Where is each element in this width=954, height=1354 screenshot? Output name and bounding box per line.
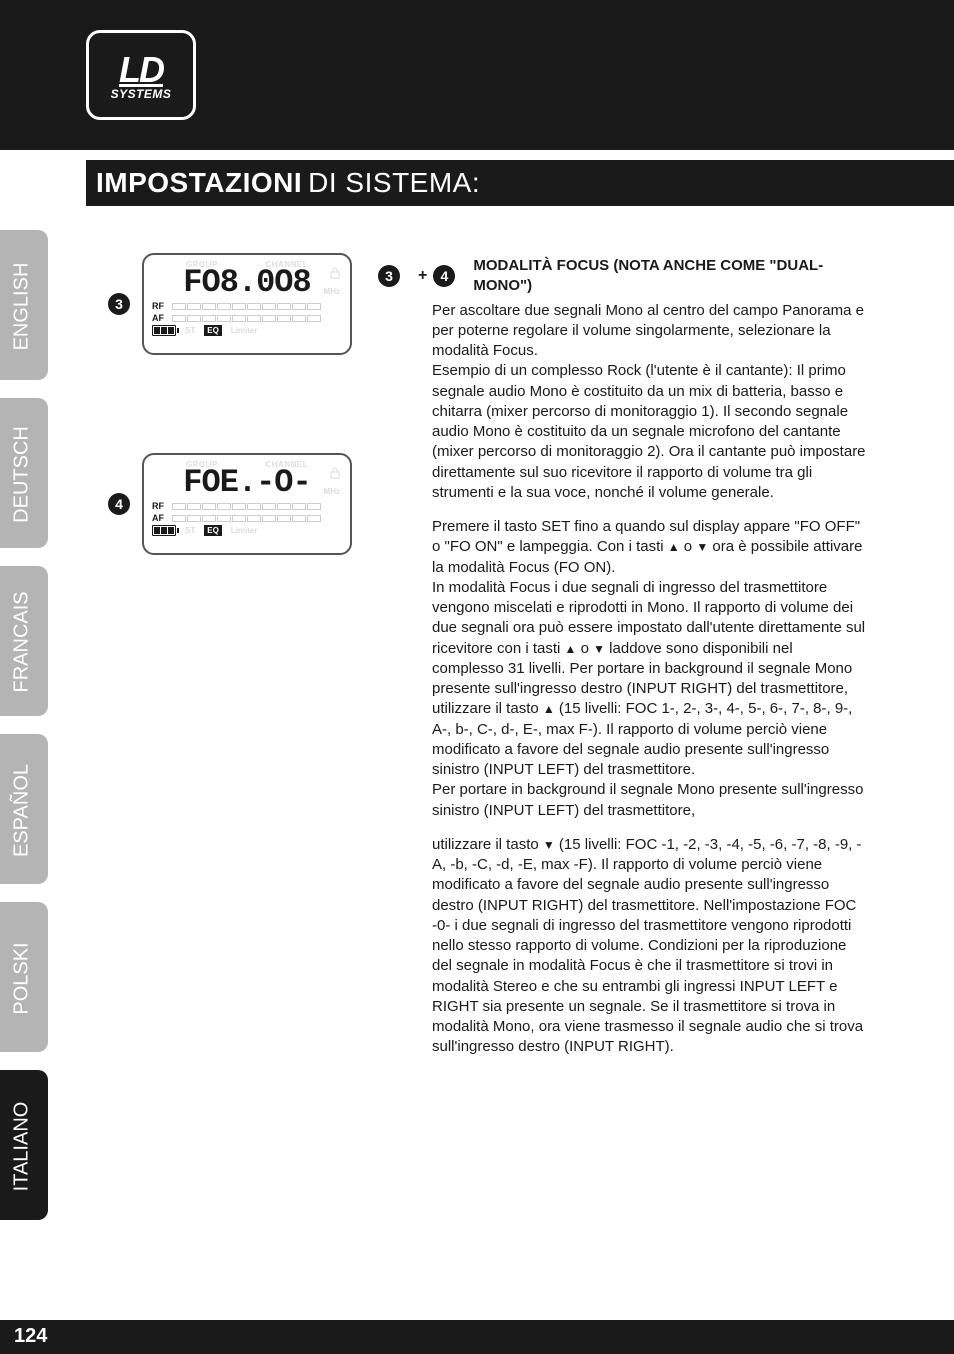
limiter-tag: Limiter — [228, 525, 261, 536]
content-header: 3 + 4 MODALITÀ FOCUS (NOTA ANCHE COME "D… — [378, 256, 868, 297]
lcd-mhz-label: MHz — [324, 287, 340, 296]
header-bar: LD SYSTEMS — [0, 0, 954, 150]
af-label: AF — [152, 313, 172, 323]
paragraph-6: utilizzare il tasto ▼ (15 livelli: FOC -… — [432, 835, 868, 1058]
triangle-up-icon: ▲ — [668, 539, 680, 555]
lcd-panel-3-wrap: 3 GROUP CHANNEL FO8.0O8 MHz RF AF — [108, 253, 352, 355]
lang-tab-polski[interactable]: POLSKI — [0, 902, 48, 1052]
logo-main-text: LD — [119, 49, 163, 91]
lang-tab-francais[interactable]: FRANCAIS — [0, 566, 48, 716]
st-tag: ST — [182, 525, 198, 536]
rf-label: RF — [152, 501, 172, 511]
af-label: AF — [152, 513, 172, 523]
lang-tab-deutsch[interactable]: DEUTSCH — [0, 398, 48, 548]
lcd-mhz-label: MHz — [324, 487, 340, 496]
triangle-down-icon: ▼ — [696, 539, 708, 555]
page-title-bar: IMPOSTAZIONI DI SISTEMA: — [86, 160, 954, 206]
lcd-3-main: FO8.0O8 — [152, 267, 342, 299]
battery-icon — [152, 325, 176, 336]
paragraph-4: In modalità Focus i due segnali di ingre… — [432, 578, 868, 781]
triangle-up-icon: ▲ — [543, 701, 555, 717]
brand-logo: LD SYSTEMS — [86, 30, 196, 120]
header-bullet-4: 4 — [433, 265, 455, 287]
main-content: 3 + 4 MODALITÀ FOCUS (NOTA ANCHE COME "D… — [378, 256, 868, 1072]
rf-meter — [172, 303, 342, 310]
title-bold: IMPOSTAZIONI — [96, 167, 302, 199]
section-title: MODALITÀ FOCUS (NOTA ANCHE COME "DUAL-MO… — [473, 256, 868, 297]
lang-tab-espanol[interactable]: ESPAÑOL — [0, 734, 48, 884]
header-bullet-3: 3 — [378, 265, 400, 287]
rf-label: RF — [152, 301, 172, 311]
triangle-up-icon: ▲ — [565, 641, 577, 657]
paragraph-1: Per ascoltare due segnali Mono al centro… — [432, 301, 868, 362]
lang-tab-english[interactable]: ENGLISH — [0, 230, 48, 380]
af-meter — [172, 315, 342, 322]
triangle-down-icon: ▼ — [543, 837, 555, 853]
eq-tag: EQ — [204, 525, 222, 536]
bullet-4: 4 — [108, 493, 130, 515]
limiter-tag: Limiter — [228, 325, 261, 336]
lcd-panel-3: GROUP CHANNEL FO8.0O8 MHz RF AF ST — [142, 253, 352, 355]
eq-tag: EQ — [204, 325, 222, 336]
lcd-panel-4-wrap: 4 GROUP CHANNEL FOE.-O- MHz RF AF — [108, 453, 352, 555]
bullet-3: 3 — [108, 293, 130, 315]
rf-meter — [172, 503, 342, 510]
paragraph-3: Premere il tasto SET fino a quando sul d… — [432, 517, 868, 578]
language-tabs: ENGLISH DEUTSCH FRANCAIS ESPAÑOL POLSKI … — [0, 230, 48, 1238]
lock-icon — [330, 267, 340, 279]
lock-icon — [330, 467, 340, 479]
triangle-down-icon: ▼ — [593, 641, 605, 657]
lcd-4-main: FOE.-O- — [152, 467, 342, 499]
paragraph-5: Per portare in background il segnale Mon… — [432, 780, 868, 821]
battery-icon — [152, 525, 176, 536]
body-text: Per ascoltare due segnali Mono al centro… — [378, 301, 868, 1058]
paragraph-2: Esempio di un complesso Rock (l'utente è… — [432, 361, 868, 503]
plus-sign: + — [418, 265, 427, 287]
af-meter — [172, 515, 342, 522]
st-tag: ST — [182, 325, 198, 336]
lcd-panel-4: GROUP CHANNEL FOE.-O- MHz RF AF ST — [142, 453, 352, 555]
logo-sub-text: SYSTEMS — [111, 87, 172, 101]
page-number: 124 — [14, 1325, 47, 1348]
footer-bar — [0, 1320, 954, 1354]
title-light: DI SISTEMA: — [308, 167, 480, 199]
lang-tab-italiano[interactable]: ITALIANO — [0, 1070, 48, 1220]
